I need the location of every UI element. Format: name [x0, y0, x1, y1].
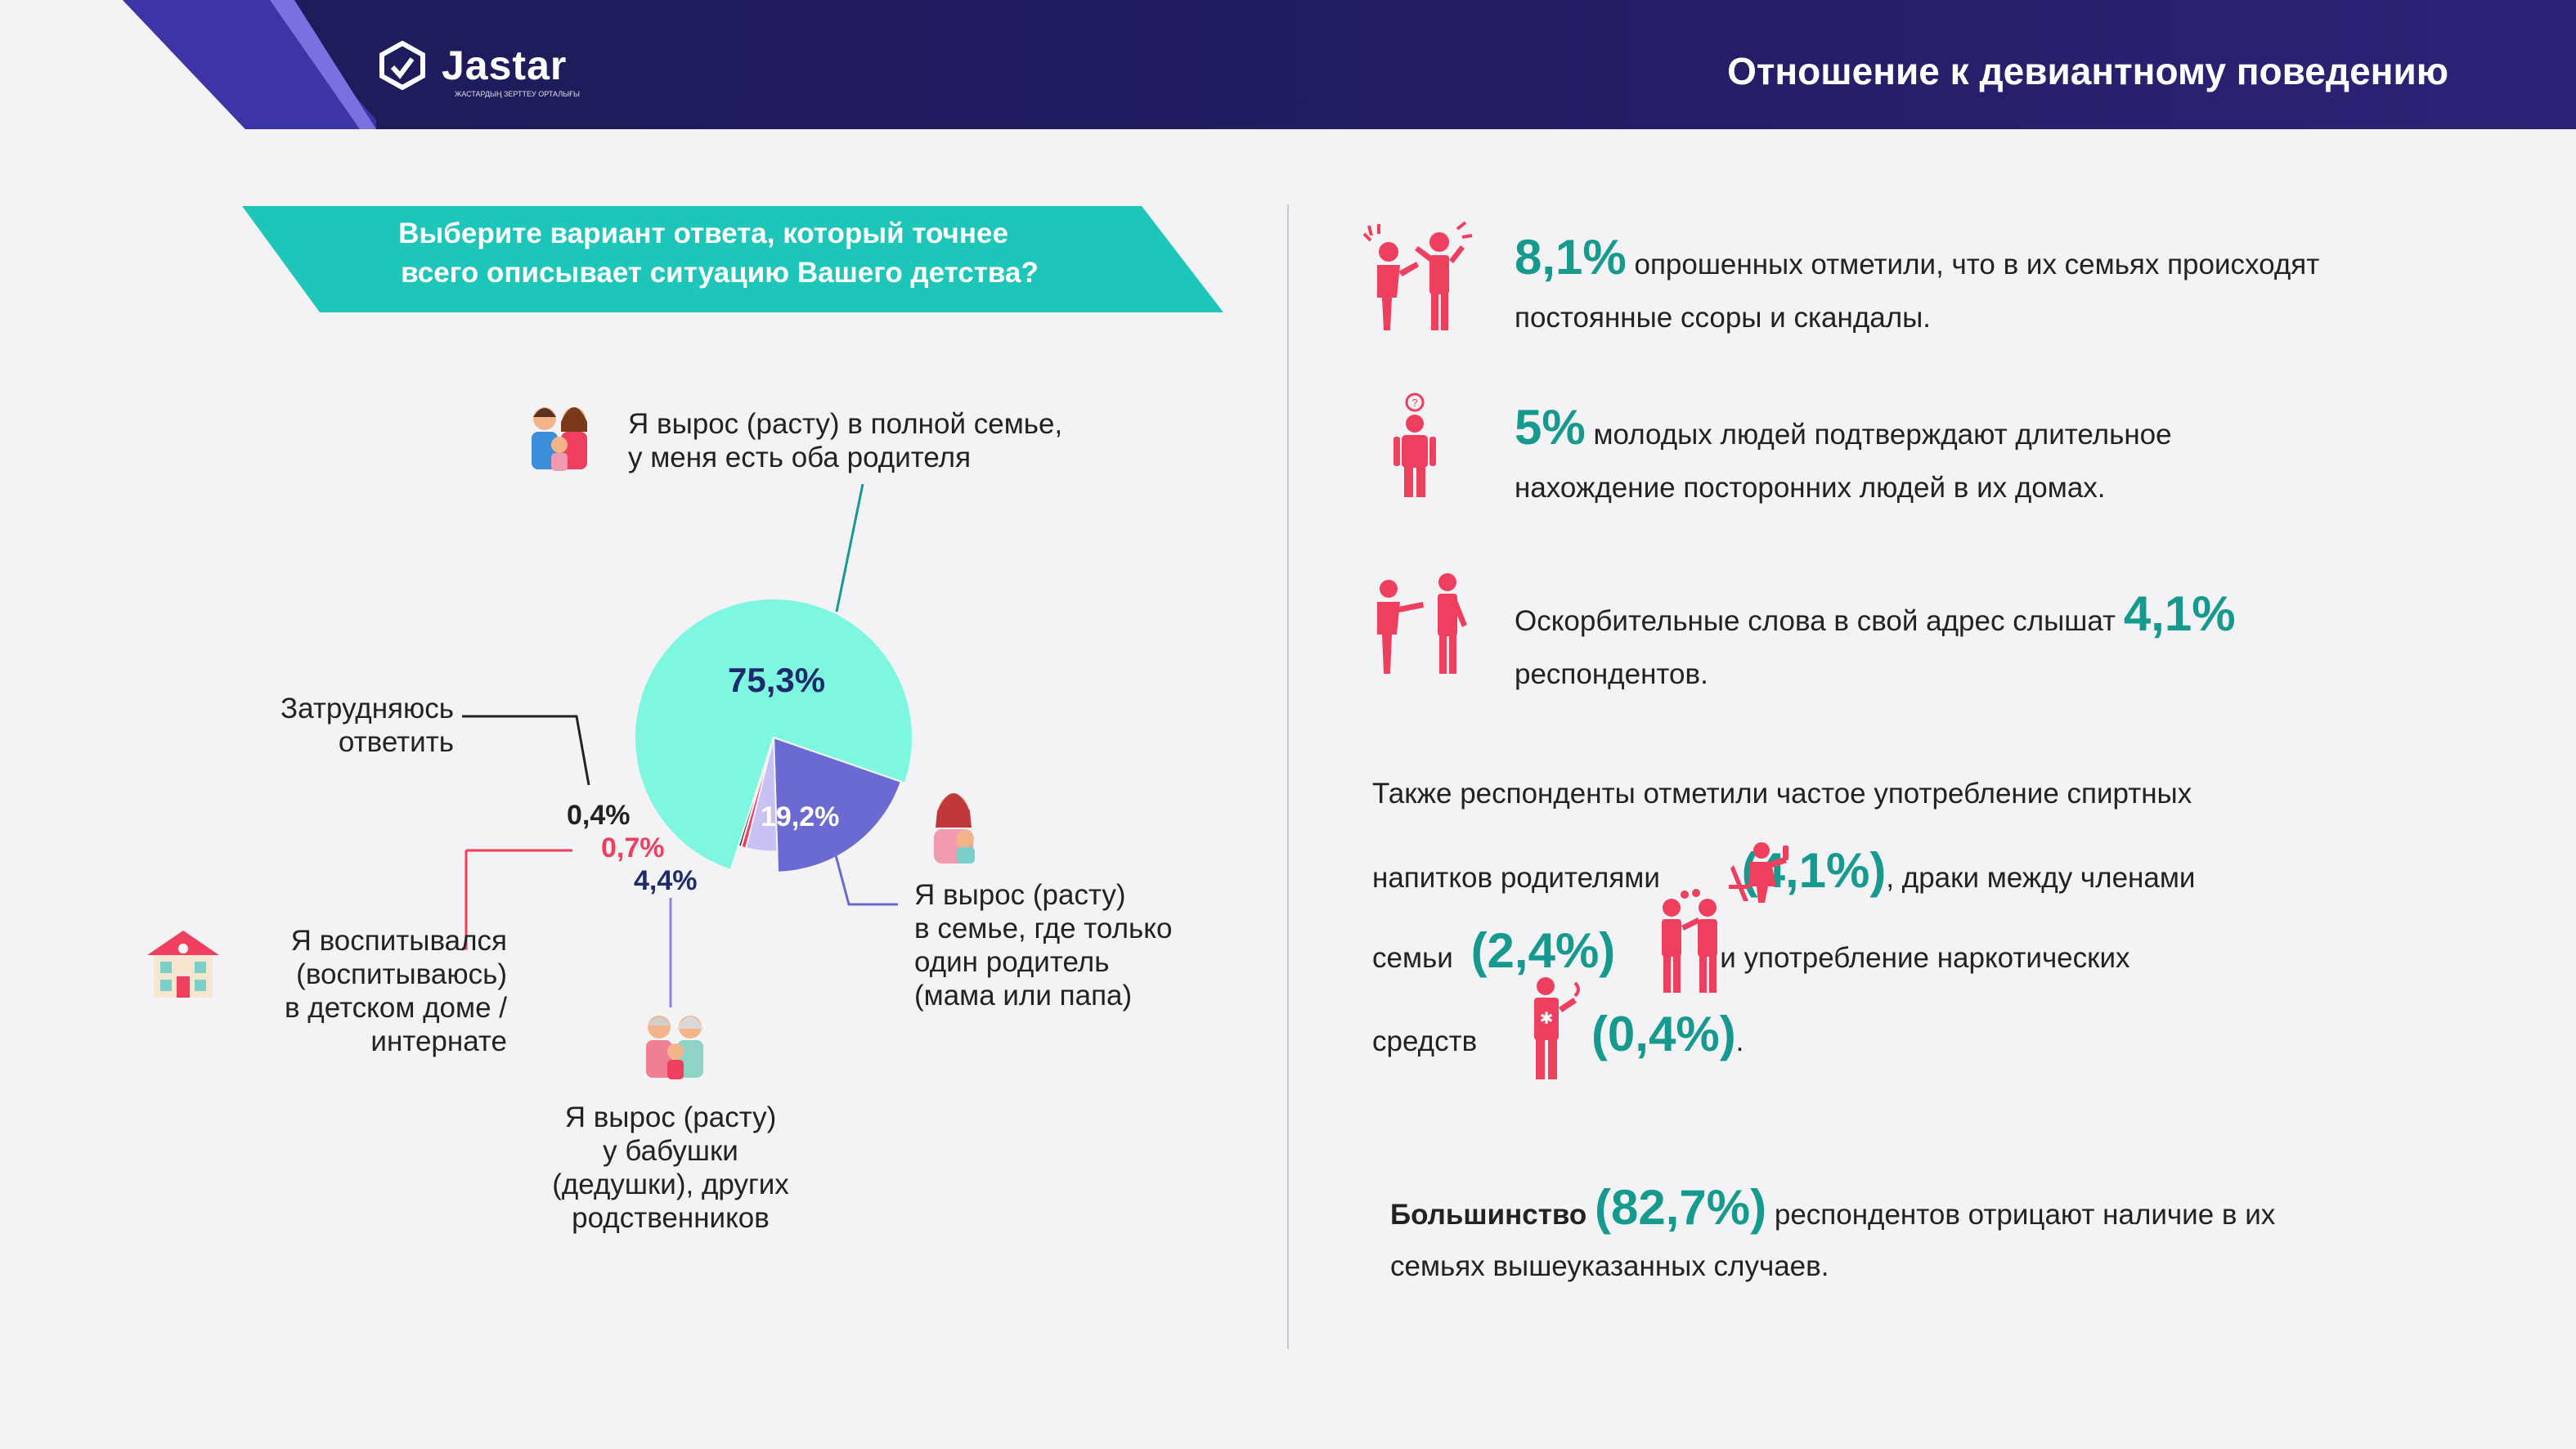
pie-label-0-7: 0,7%	[601, 832, 665, 864]
pie-slice-2	[744, 737, 779, 853]
also-line-4: средств (0,4%).	[1372, 1007, 1744, 1061]
family-icon	[532, 407, 587, 471]
label-grandparents: Я вырос (расту) у бабушки (дедушки), дру…	[552, 1101, 789, 1234]
question-banner	[242, 206, 1223, 312]
also-line-1: Также респонденты отметили частое употре…	[1372, 778, 2192, 810]
question-text: Выберите вариант ответа, который точнее …	[294, 214, 1112, 293]
fights-value: (2,4%)	[1470, 923, 1616, 978]
logo-subtext: ЖАСТАРДЫҢ ЗЕРТТЕУ ОРТАЛЫҒЫ	[455, 90, 580, 98]
fact-3: Оскорбительные слова в свой адрес слышат…	[1515, 586, 2236, 690]
svg-text:✱: ✱	[1540, 1008, 1554, 1028]
pie-label-75: 75,3%	[728, 661, 826, 699]
fact-1-value: 8,1%	[1515, 230, 1627, 285]
logo: Jastar ЖАСТАРДЫҢ ЗЕРТТЕУ ОРТАЛЫҒЫ	[378, 39, 580, 98]
question-line-2: всего описывает ситуацию Вашего детства?	[401, 257, 1039, 289]
fights-icon	[1662, 889, 1717, 993]
logo-text: Jastar	[442, 43, 568, 88]
vertical-divider	[1287, 204, 1289, 1349]
single-parent-icon	[934, 793, 975, 864]
logo-hexagon-icon	[379, 41, 425, 90]
grandparents-icon	[646, 1016, 703, 1079]
majority-value: (82,7%)	[1595, 1180, 1767, 1235]
label-full-family: Я вырос (расту) в полной семье, у меня е…	[628, 408, 1063, 473]
fact-3-value: 4,1%	[2123, 586, 2236, 641]
fact-2: 5% молодых людей подтверждают длительное…	[1515, 400, 2172, 504]
drugs-icon: ✱	[1534, 977, 1580, 1079]
also-line-3: семьи (2,4%) и употребление наркотических	[1372, 923, 2130, 978]
label-hard-to-say: Затрудняюсь ответить	[280, 693, 454, 758]
header-stripe-decor	[0, 0, 376, 129]
insult-icon	[1377, 573, 1467, 674]
quarrel-icon	[1362, 221, 1473, 330]
svg-text:?: ?	[1411, 397, 1417, 409]
orphanage-house-icon	[147, 931, 219, 998]
fact-2-value: 5%	[1515, 400, 1586, 455]
page-title: Отношение к девиантному поведению	[1727, 50, 2448, 92]
leader-line-full-family	[835, 483, 864, 612]
label-one-parent: Я вырос (расту) в семье, где только один…	[914, 879, 1173, 1012]
label-orphanage: Я воспитывался (воспитываюсь) в детском …	[284, 925, 507, 1057]
stranger-icon: ?	[1393, 393, 1436, 497]
pie-label-4-4: 4,4%	[634, 865, 698, 896]
majority-line-1: Большинство (82,7%) респондентов отрицаю…	[1390, 1180, 2276, 1235]
alcohol-icon	[1729, 842, 1788, 903]
question-line-1: Выберите вариант ответа, который точнее	[398, 218, 1008, 249]
leader-line-one-parent	[834, 855, 898, 906]
fact-1: 8,1% опрошенных отметили, что в их семья…	[1515, 230, 2320, 334]
header-bar	[0, 0, 2576, 129]
drugs-value: (0,4%)	[1591, 1007, 1736, 1061]
leader-line-hard-to-say	[462, 715, 590, 786]
pie-label-19: 19,2%	[761, 801, 840, 832]
pie-label-0-4: 0,4%	[567, 800, 631, 831]
majority-line-2: семьях вышеуказанных случаев.	[1390, 1250, 1829, 1282]
